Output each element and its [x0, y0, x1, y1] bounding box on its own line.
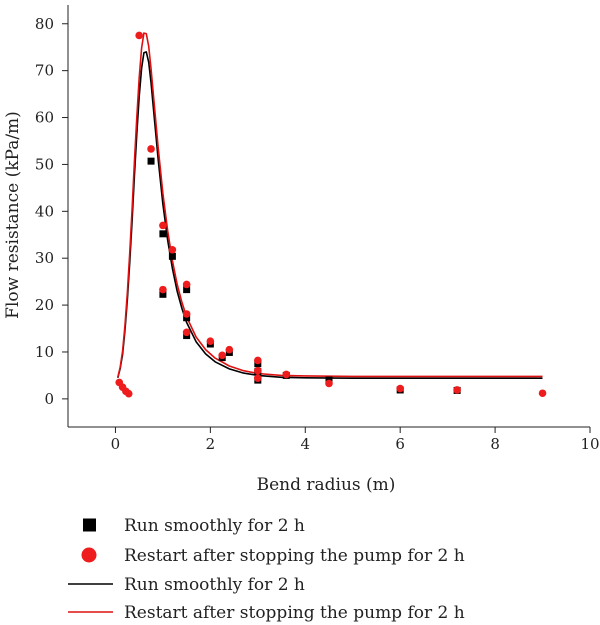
legend-label: Restart after stopping the pump for 2 h: [124, 546, 465, 566]
legend-item: Restart after stopping the pump for 2 h: [68, 603, 465, 623]
data-point-circle: [147, 145, 155, 153]
legend-item: Run smoothly for 2 h: [68, 575, 305, 595]
x-tick-label: 2: [206, 435, 216, 453]
legend: Run smoothly for 2 h Restart after stoppi…: [68, 516, 465, 623]
y-tick-label: 70: [35, 62, 54, 80]
x-tick-label: 4: [300, 435, 310, 453]
data-point-square: [159, 230, 167, 238]
legend-label: Run smoothly for 2 h: [124, 575, 305, 595]
y-tick-label: 80: [35, 15, 54, 33]
data-point-circle: [218, 351, 227, 360]
legend-label: Run smoothly for 2 h: [124, 516, 305, 536]
data-point-circle: [124, 389, 133, 398]
data-point-circle: [182, 310, 191, 318]
x-tick-label: 8: [490, 435, 500, 453]
data-point-circle: [254, 356, 262, 365]
legend-item: Run smoothly for 2 h: [83, 516, 305, 536]
data-point-circle: [254, 366, 262, 375]
series-line-3: [117, 32, 543, 378]
data-point-square: [183, 286, 191, 294]
data-point-circle: [159, 285, 167, 294]
y-tick-label: 10: [35, 343, 54, 361]
y-tick-label: 20: [35, 296, 54, 314]
x-tick-label: 0: [111, 435, 121, 453]
legend-square-swatch: [83, 518, 96, 532]
legend-item: Restart after stopping the pump for 2 h: [81, 546, 465, 566]
data-point-circle: [254, 374, 262, 383]
data-point-circle: [396, 384, 404, 393]
chart-marks: [115, 31, 547, 398]
legend-circle-swatch: [81, 547, 97, 563]
y-tick-label: 60: [35, 109, 54, 127]
y-tick-label: 40: [35, 202, 54, 220]
x-tick-label: 6: [395, 435, 405, 453]
y-axis-title: Flow resistance (kPa/m): [3, 111, 23, 319]
data-point-square: [159, 290, 167, 298]
axes: 0 2 4 6 8 10 0 10 20 30 40 50 60 70 80: [35, 5, 600, 453]
y-tick-label: 30: [35, 249, 54, 267]
data-point-circle: [453, 386, 461, 394]
data-point-circle: [206, 337, 215, 345]
legend-label: Restart after stopping the pump for 2 h: [124, 603, 465, 623]
data-point-circle: [282, 370, 291, 379]
data-point-circle: [538, 389, 547, 398]
data-point-circle: [168, 245, 177, 254]
series-line-2: [117, 51, 543, 379]
y-tick-label: 0: [44, 390, 54, 408]
data-point-square: [147, 157, 155, 165]
data-point-circle: [225, 345, 234, 354]
x-axis-title: Bend radius (m): [257, 475, 396, 495]
data-point-circle: [325, 379, 333, 388]
data-point-circle: [159, 221, 167, 230]
data-point-circle: [135, 31, 143, 40]
y-tick-label: 50: [35, 155, 54, 173]
data-point-square: [168, 252, 176, 260]
x-tick-label: 10: [580, 435, 599, 453]
data-point-circle: [182, 328, 191, 337]
data-point-circle: [182, 280, 191, 289]
